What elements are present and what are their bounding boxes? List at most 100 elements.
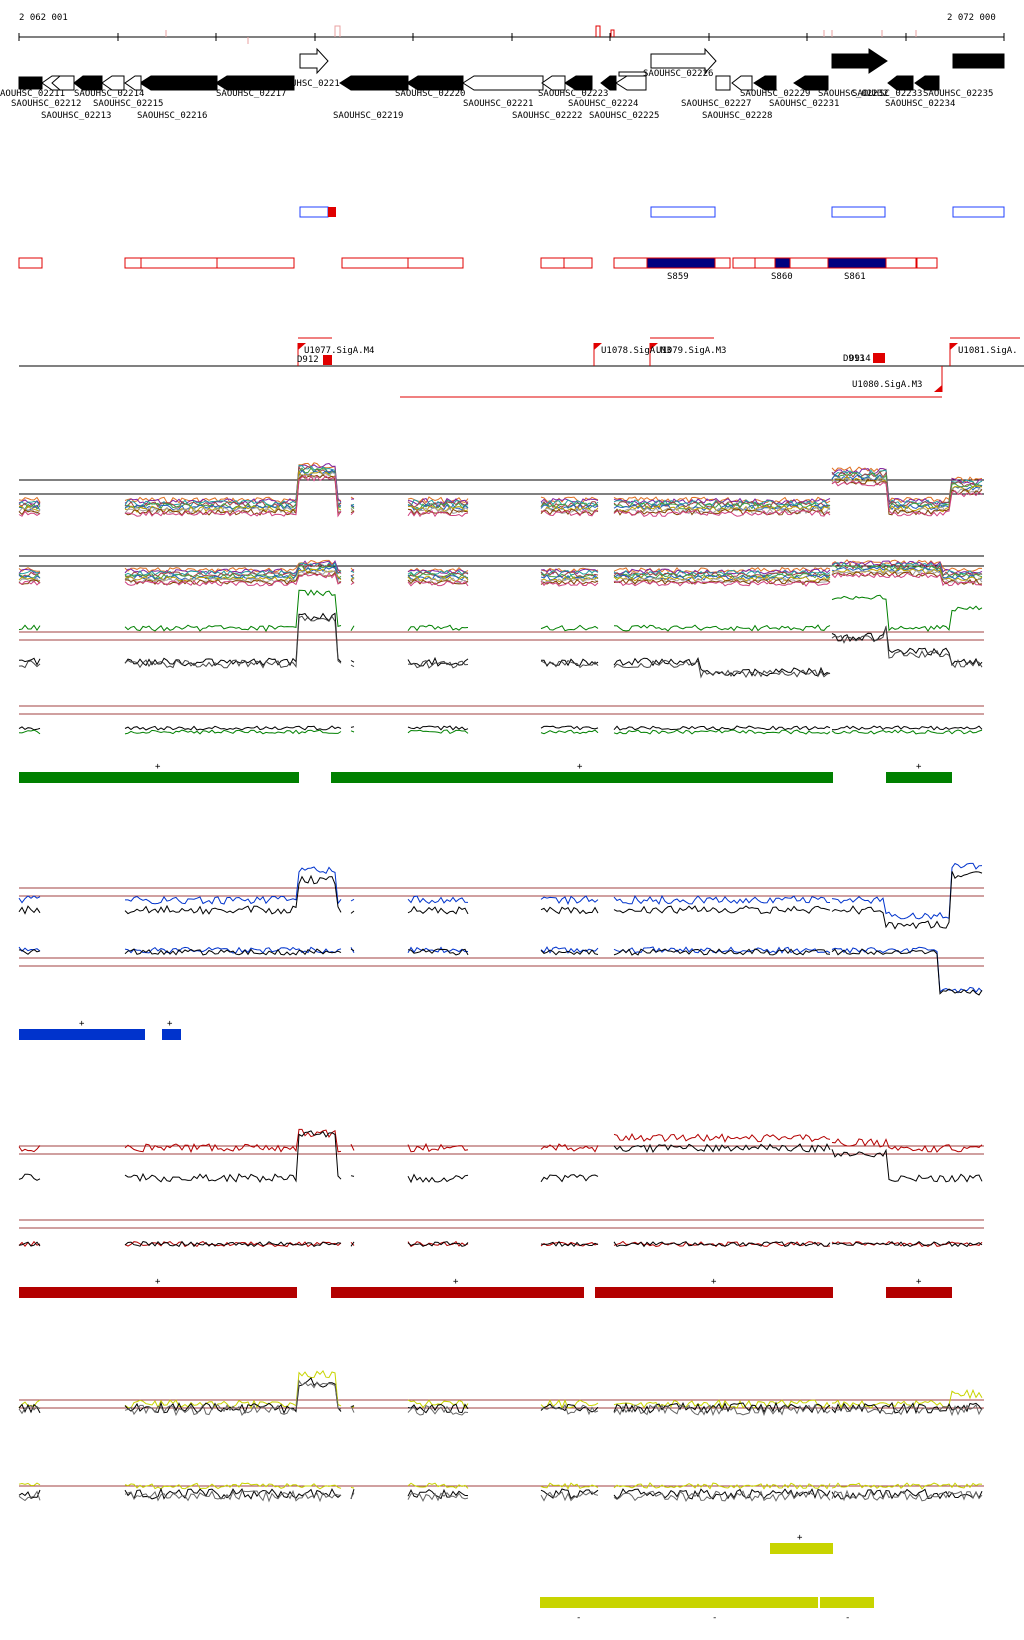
profile-trace xyxy=(18,567,40,572)
profile-trace xyxy=(407,659,469,669)
promoter-label: D914 xyxy=(849,354,871,364)
gene-arrow-4 xyxy=(73,75,103,91)
profile-trace xyxy=(831,626,983,669)
profile-trace xyxy=(350,664,355,668)
profile-trace xyxy=(350,730,355,733)
promoter-label: U1079.SigA.M3 xyxy=(656,346,726,356)
profile-trace xyxy=(18,507,41,515)
profile-trace xyxy=(18,580,41,586)
promoter-label: U1081.SigA. xyxy=(958,346,1018,356)
gene-label: UHSC_0221 xyxy=(291,79,340,89)
strand-mark: + xyxy=(79,1019,85,1029)
profile-trace xyxy=(407,1142,469,1153)
profile-trace xyxy=(407,510,469,518)
profile-trace xyxy=(125,866,342,905)
tu-bar-green xyxy=(19,772,299,783)
promoter-label: D912 xyxy=(297,355,319,365)
gene-label: SAOUHSC_02220 xyxy=(395,89,465,99)
profile-trace xyxy=(613,894,831,905)
gene-arrow-15 xyxy=(615,75,647,91)
profile-trace xyxy=(124,1489,342,1503)
profile-trace xyxy=(18,505,41,512)
profile-trace xyxy=(350,1241,355,1247)
profile-trace xyxy=(831,476,983,513)
profile-trace xyxy=(541,573,599,580)
profile-trace xyxy=(350,1175,355,1177)
profile-trace xyxy=(407,508,469,516)
profile-trace xyxy=(540,510,599,517)
axis-end-label: 2 072 000 xyxy=(947,13,996,23)
profile-trace xyxy=(124,1379,342,1417)
profile-trace xyxy=(613,1490,831,1502)
profile-trace xyxy=(407,572,469,579)
profile-trace xyxy=(18,660,41,669)
gene-label: SAOUHSC_02222 xyxy=(512,111,582,121)
profile-trace xyxy=(831,559,983,572)
tu-bar-yellow xyxy=(540,1597,818,1608)
profile-trace xyxy=(613,500,831,509)
profile-trace xyxy=(540,1143,599,1153)
promoter-label: U1078.SigA.M3 xyxy=(601,346,671,356)
gene-label: SAOUHSC_02231 xyxy=(769,99,839,109)
profile-trace xyxy=(18,624,41,632)
profile-trace xyxy=(407,624,469,632)
genome-axis: 2 062 001 2 072 000 xyxy=(18,13,1005,44)
profile-trace xyxy=(540,499,599,507)
profile-trace xyxy=(350,511,355,516)
profile-trace xyxy=(408,502,469,510)
profile-trace xyxy=(540,571,599,578)
gene-track: AOUHSC_02211 SAOUHSC_02212 SAOUHSC_02213… xyxy=(0,47,1005,121)
profile-trace xyxy=(613,509,831,518)
profile-trace xyxy=(540,729,599,735)
profile-trace xyxy=(540,1491,599,1502)
profile-trace xyxy=(124,1130,342,1183)
profile-trace xyxy=(831,729,983,735)
profile-trace xyxy=(124,1128,342,1154)
profile-trace xyxy=(350,1486,355,1489)
gene-label: SAOUHSC_02214 xyxy=(74,89,144,99)
profile-trace xyxy=(831,625,983,667)
profile-trace xyxy=(407,725,469,731)
feature-track-blue xyxy=(299,206,1005,218)
profile-trace xyxy=(613,1399,831,1409)
profile-trace xyxy=(350,910,355,914)
strand-mark: + xyxy=(797,1533,803,1543)
profile-trace xyxy=(124,466,342,508)
profile-trace xyxy=(18,948,41,955)
gene-arrow-12 xyxy=(541,75,566,91)
profile-trace xyxy=(18,510,41,517)
profile-trace xyxy=(124,729,342,735)
profile-trace xyxy=(407,1404,469,1416)
profile-trace xyxy=(831,467,983,506)
profile-trace xyxy=(407,1403,469,1414)
gene-label: SAOUHSC_02229 xyxy=(740,89,810,99)
profile-trace xyxy=(831,725,983,731)
profile-trace xyxy=(613,575,831,582)
promoter-label: U1080.SigA.M3 xyxy=(852,380,922,390)
gene-label: SAOUHSC_02221 xyxy=(463,99,533,109)
profile-trace xyxy=(831,1489,983,1502)
promoter-label: D913 xyxy=(843,354,865,364)
profile-trace xyxy=(831,1401,983,1415)
profile-trace xyxy=(18,496,41,503)
profile-trace xyxy=(831,563,983,578)
gene-label: SAOUHSC_02225 xyxy=(589,111,659,121)
profile-trace xyxy=(350,577,355,580)
tu-bar-red xyxy=(331,1287,584,1298)
gene-arrow-16 xyxy=(650,47,717,75)
profile-trace xyxy=(540,580,599,587)
profile-trace xyxy=(18,1173,41,1181)
tu-bar-yellow xyxy=(820,1597,874,1608)
profile-trace xyxy=(18,1241,41,1247)
gene-label: SAOUHSC_02223 xyxy=(538,89,608,99)
profile-trace xyxy=(124,874,342,915)
profile-trace xyxy=(350,567,355,572)
profile-trace xyxy=(407,580,469,587)
profile-trace xyxy=(613,1143,831,1154)
profile-trace xyxy=(350,625,355,632)
gene-arrow-1 xyxy=(18,76,43,90)
profile-trace xyxy=(124,615,342,669)
feature-red-marker xyxy=(328,207,336,217)
profile-trace xyxy=(540,1403,599,1416)
profile-trace xyxy=(18,1489,41,1499)
